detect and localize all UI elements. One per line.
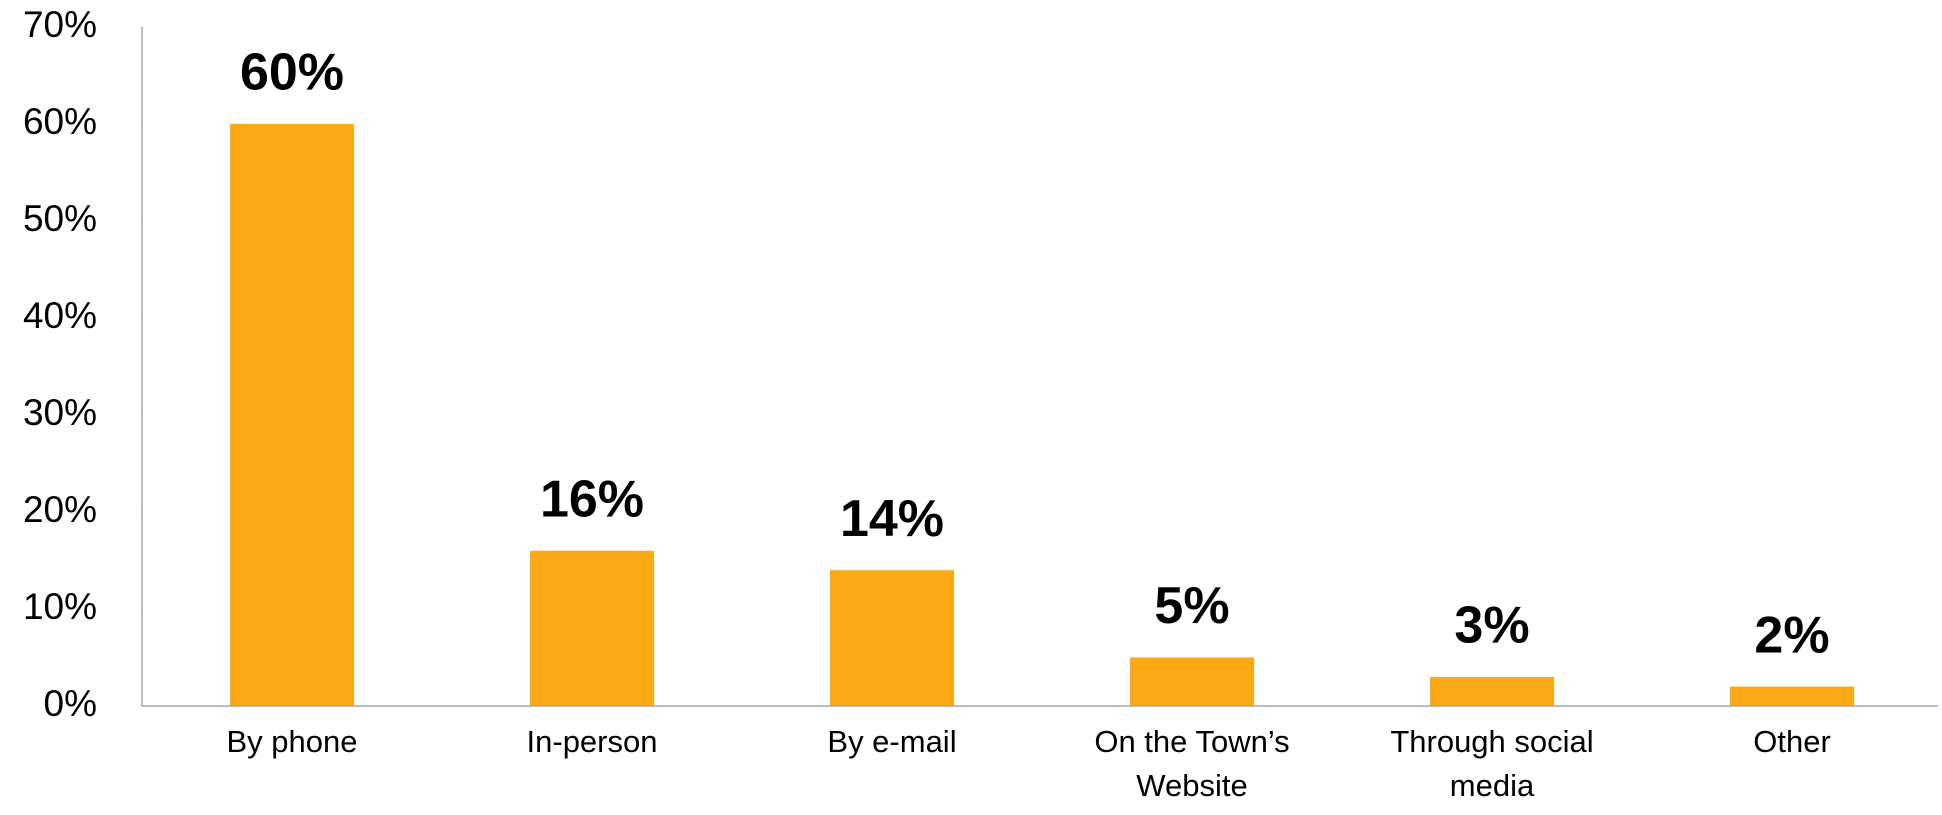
y-tick-label: 30% xyxy=(23,392,97,433)
x-tick-label: By phone xyxy=(226,724,358,759)
x-tick-label: Through social media xyxy=(1390,724,1594,803)
y-tick-label: 50% xyxy=(23,198,97,239)
value-label: 16% xyxy=(540,471,644,529)
y-tick-label: 60% xyxy=(23,101,97,142)
bar xyxy=(1730,686,1854,706)
x-tick-label: Other xyxy=(1753,724,1831,759)
bar xyxy=(1130,657,1254,706)
x-tick-label: In-person xyxy=(526,724,658,759)
y-tick-label: 10% xyxy=(23,586,97,627)
bar xyxy=(830,570,954,706)
value-label: 14% xyxy=(840,490,944,548)
bar xyxy=(230,124,354,706)
bar xyxy=(1430,676,1554,706)
y-tick-label: 0% xyxy=(44,683,97,724)
bar xyxy=(530,550,654,706)
value-label: 5% xyxy=(1154,577,1229,635)
value-label: 60% xyxy=(240,44,344,102)
y-tick-label: 20% xyxy=(23,489,97,530)
y-tick-label: 40% xyxy=(23,295,97,336)
value-label: 2% xyxy=(1754,606,1829,664)
y-tick-label: 70% xyxy=(23,4,97,45)
x-tick-label: On the Town’s Website xyxy=(1094,724,1290,803)
x-tick-label: By e-mail xyxy=(827,724,957,759)
value-label: 3% xyxy=(1454,597,1529,655)
